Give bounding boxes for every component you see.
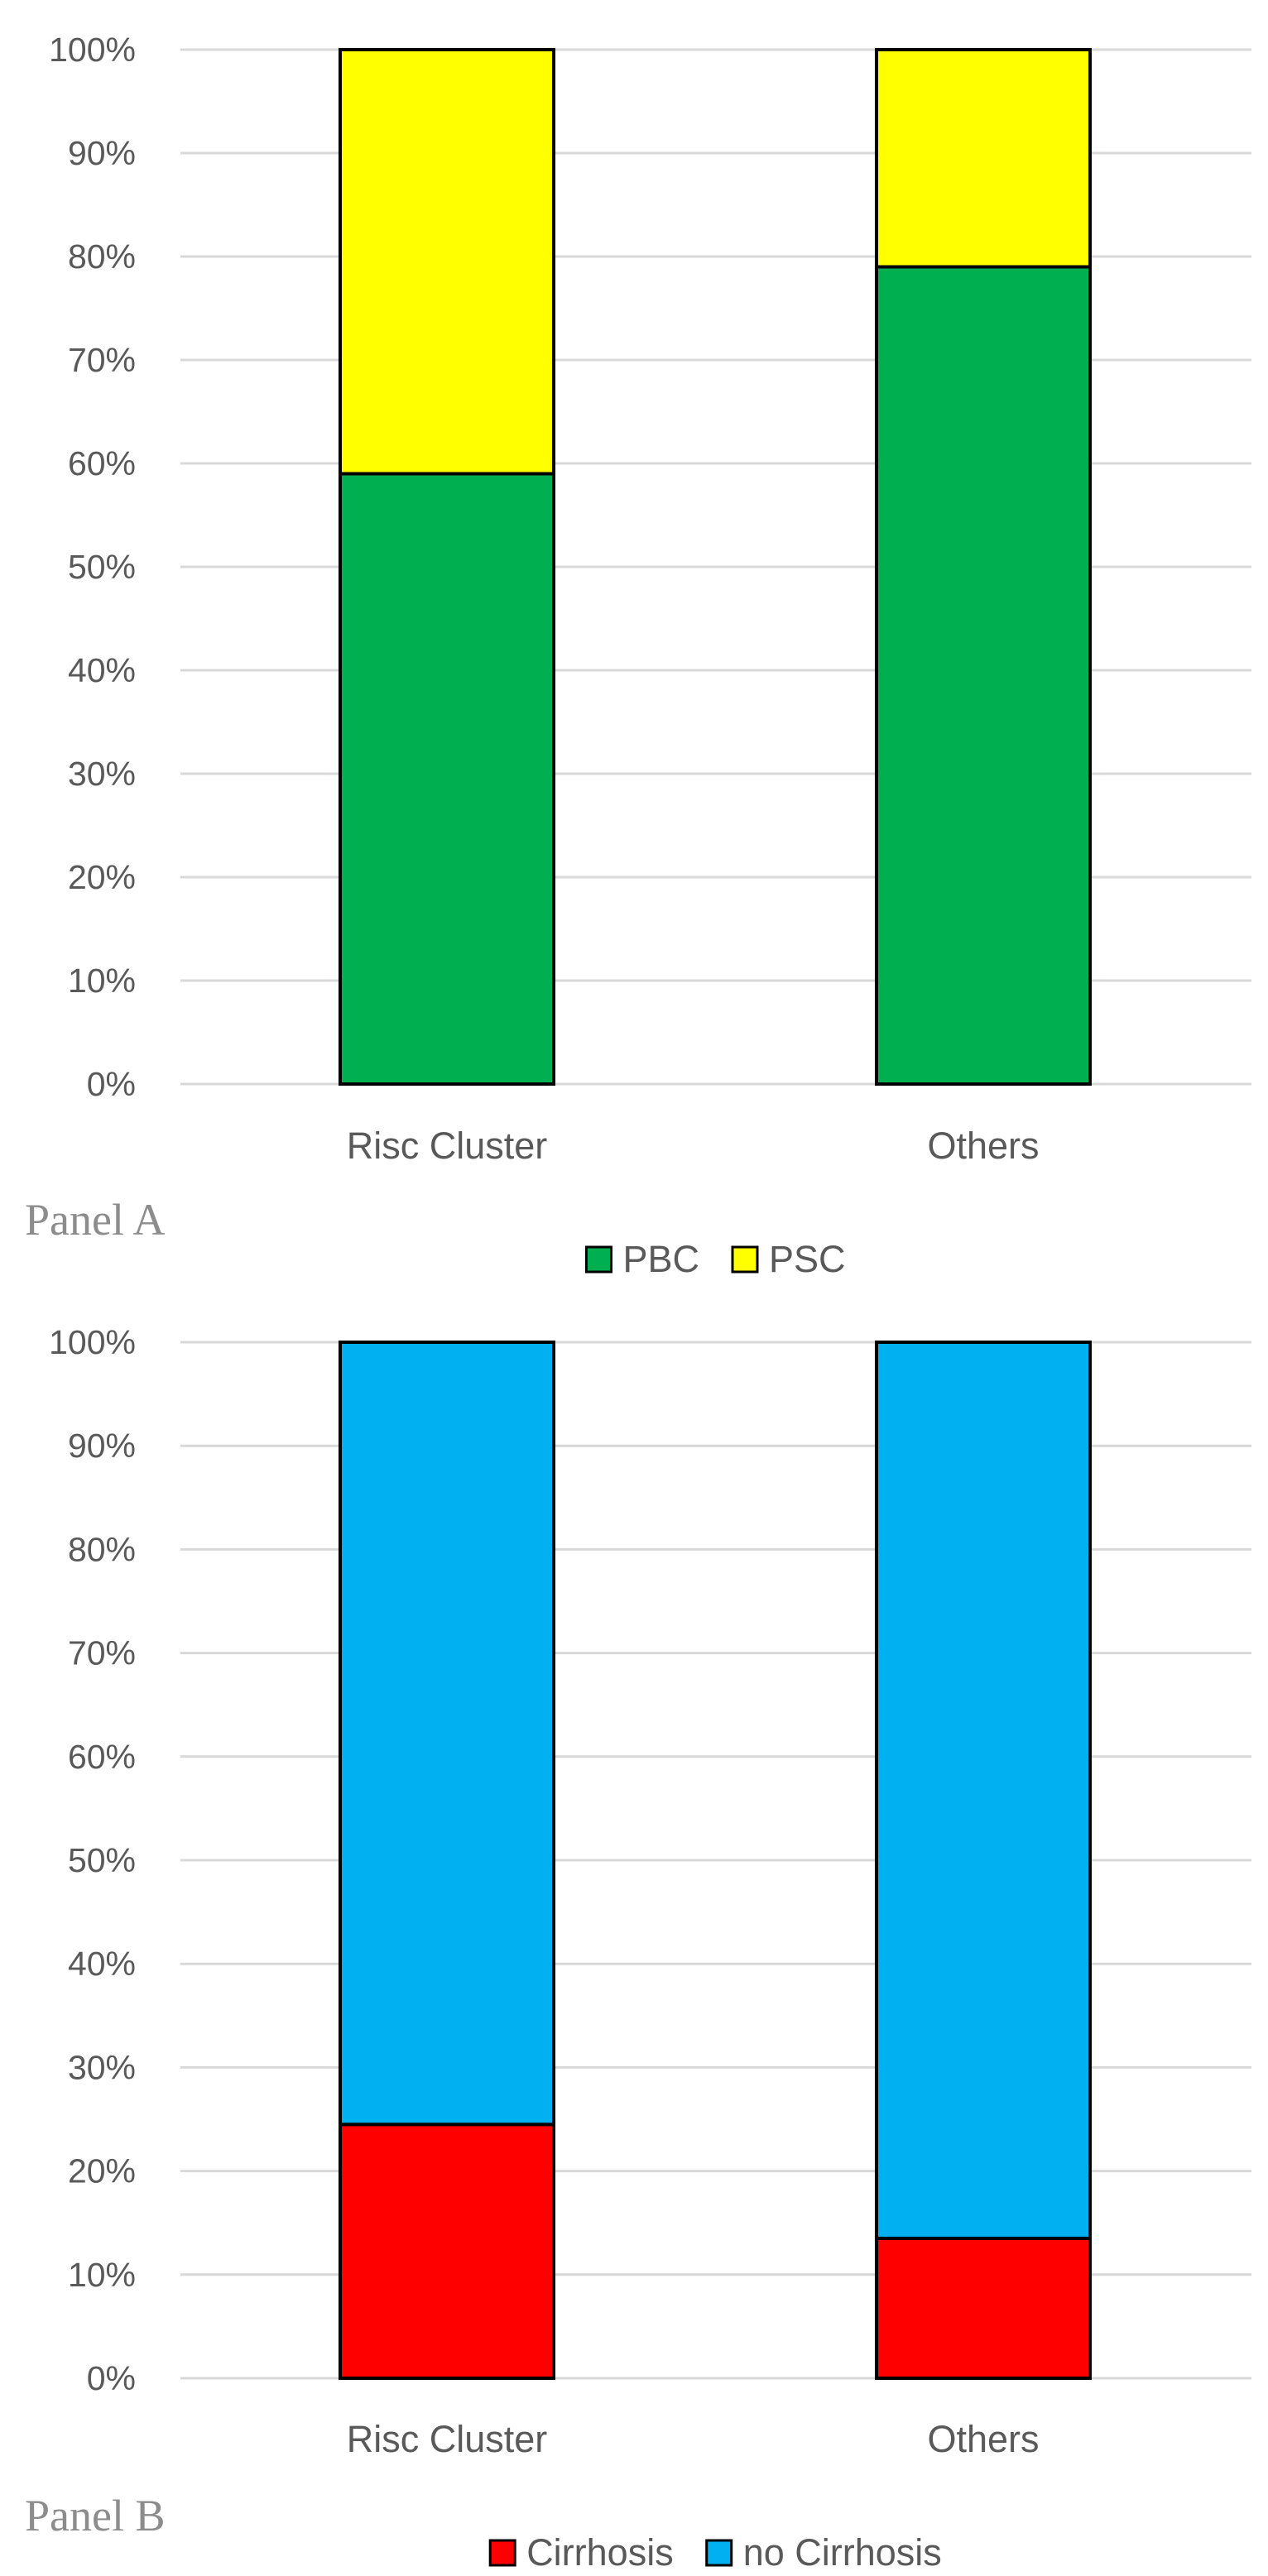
bar-psc-risc-cluster bbox=[339, 48, 555, 476]
y-tick-label: 10% bbox=[68, 962, 136, 1000]
legend: Cirrhosis no Cirrhosis bbox=[488, 2531, 942, 2574]
legend: PBC PSC bbox=[584, 1238, 846, 1280]
y-tick-label: 60% bbox=[68, 444, 136, 482]
y-tick-label: 100% bbox=[49, 1323, 136, 1361]
x-category-label: Risc Cluster bbox=[347, 1125, 548, 1167]
y-tick-label: 90% bbox=[68, 134, 136, 172]
chart-panel-1: 0% 10% 20% 30% 40% 50% 60% 70% 80% 90% 100% Risc Cl… bbox=[25, 31, 1251, 1280]
x-category-label: Risc Cluster bbox=[347, 2418, 548, 2460]
panel-label: Panel B bbox=[25, 2491, 166, 2540]
y-tick-label: 0% bbox=[87, 2359, 136, 2397]
y-tick-label: 80% bbox=[68, 1530, 136, 1568]
y-tick-label: 70% bbox=[68, 341, 136, 379]
legend-label: Cirrhosis bbox=[526, 2531, 674, 2572]
bar-cirrhosis-others bbox=[875, 2236, 1092, 2380]
legend-swatch-psc bbox=[731, 1245, 759, 1274]
bar-pbc-others bbox=[875, 265, 1092, 1086]
bar-cirrhosis-risc-cluster bbox=[339, 2123, 555, 2380]
panel-label: Panel A bbox=[25, 1195, 166, 1245]
y-tick-label: 100% bbox=[49, 31, 136, 69]
y-tick-label: 30% bbox=[68, 2048, 136, 2086]
bar-pbc-risc-cluster bbox=[339, 472, 555, 1086]
legend-swatch-cirrhosis bbox=[488, 2539, 516, 2567]
legend-label: no Cirrhosis bbox=[743, 2531, 942, 2572]
x-category-label: Others bbox=[927, 1125, 1039, 1167]
y-tick-label: 50% bbox=[68, 548, 136, 586]
legend-swatch-pbc bbox=[584, 1245, 612, 1274]
y-tick-label: 90% bbox=[68, 1427, 136, 1465]
y-tick-label: 40% bbox=[68, 1945, 136, 1983]
y-tick-label: 70% bbox=[68, 1634, 136, 1672]
y-tick-label: 20% bbox=[68, 858, 136, 896]
x-category-label: Others bbox=[927, 2418, 1039, 2460]
bar-no-cirrhosis-risc-cluster bbox=[339, 1341, 555, 2127]
legend-label: PBC bbox=[622, 1238, 699, 1280]
legend-swatch-no-cirrhosis bbox=[705, 2539, 733, 2567]
y-tick-label: 0% bbox=[87, 1065, 136, 1103]
legend-label: PSC bbox=[769, 1238, 846, 1280]
y-tick-label: 50% bbox=[68, 1841, 136, 1879]
y-tick-label: 10% bbox=[68, 2256, 136, 2294]
chart-panel-2: 0% 10% 20% 30% 40% 50% 60% 70% 80% 90% 100% Risc Cl… bbox=[25, 1323, 1251, 2574]
y-tick-label: 40% bbox=[68, 651, 136, 689]
y-tick-label: 60% bbox=[68, 1738, 136, 1776]
y-tick-label: 80% bbox=[68, 237, 136, 276]
y-tick-label: 30% bbox=[68, 755, 136, 793]
bar-psc-others bbox=[875, 48, 1092, 269]
y-tick-label: 20% bbox=[68, 2152, 136, 2190]
bar-no-cirrhosis-others bbox=[875, 1341, 1092, 2240]
